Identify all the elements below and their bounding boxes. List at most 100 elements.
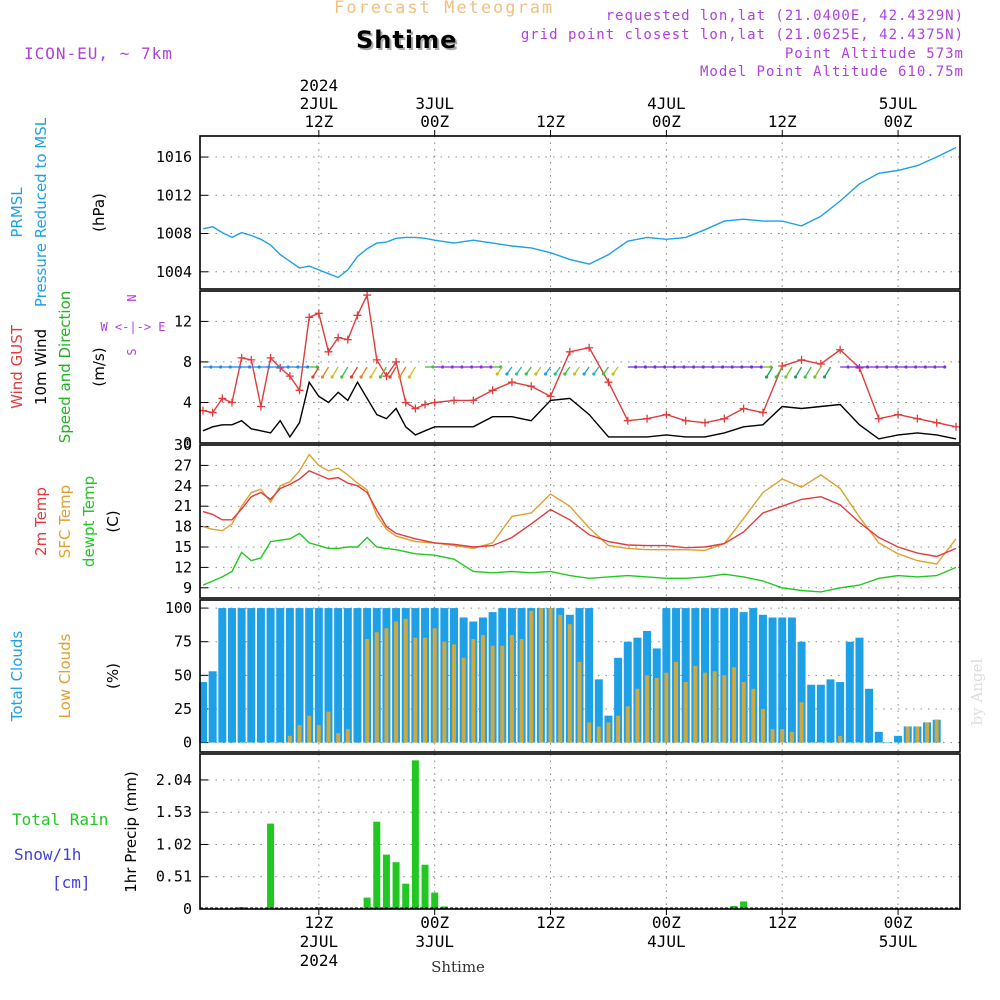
total-cloud-bar (614, 657, 623, 743)
gust-marker (237, 353, 246, 362)
wind-arrow-head (563, 372, 567, 376)
low-cloud-bar (529, 610, 534, 743)
low-cloud-bar (587, 722, 592, 743)
wind-arrow-head (489, 365, 493, 369)
wind-arrow (360, 366, 368, 378)
total-cloud-bar (768, 617, 777, 743)
gust-marker (343, 335, 352, 344)
panel-label-pressure: Pressure Reduced to MSL (32, 117, 50, 307)
wind-arrow-head (388, 375, 392, 379)
total-cloud-bar (816, 684, 825, 743)
total-cloud-bar (855, 637, 864, 743)
gust-marker (285, 372, 294, 381)
total-cloud-bar (295, 608, 304, 743)
wind-arrow-head (601, 372, 606, 376)
ytick-label-wind: 12 (174, 312, 192, 330)
wind-arrow-head (238, 365, 242, 369)
wind-arrow-head (634, 365, 638, 369)
wind-arrow (321, 366, 330, 378)
compass-west-east: W <-|-> E (100, 320, 165, 334)
total-cloud-bar (276, 608, 285, 743)
total-cloud-bar (681, 608, 690, 743)
total-cloud-bar (247, 608, 256, 743)
bottom-time-label: 12Z (768, 913, 797, 932)
wind-arrow-head (933, 365, 937, 369)
panel-label-temp: (C) (104, 510, 122, 532)
low-cloud-bar (799, 702, 804, 743)
low-cloud-bar (616, 715, 621, 743)
gust-marker (411, 404, 420, 413)
low-cloud-bar (316, 725, 321, 743)
footer-location: Shtime (431, 958, 485, 976)
wind-arrow-head (311, 375, 315, 379)
low-cloud-bar (577, 661, 582, 743)
wind-arrow-head (495, 372, 499, 376)
ytick-label-precip: 0.51 (156, 868, 192, 886)
precip-bar (373, 821, 381, 909)
low-cloud-bar (567, 624, 572, 743)
panel-label-temp: 2m Temp (32, 487, 50, 556)
total-cloud-bar (343, 608, 352, 743)
wind-arrow-head (592, 372, 596, 376)
gust-marker (565, 347, 574, 356)
point-altitude: Point Altitude 573m (784, 46, 964, 62)
t2m-line (202, 469, 957, 558)
total-cloud-bar (285, 608, 294, 743)
ytick-label-pressure: 1012 (156, 186, 192, 204)
wind-arrow-head (543, 372, 548, 376)
location-title: Shtime (356, 26, 458, 54)
wind-arrow-head (611, 372, 615, 376)
low-cloud-bar (693, 665, 698, 743)
wind-arrow-head (875, 365, 879, 369)
panel-label-clouds: Low Clouds (56, 633, 74, 718)
wind-arrow-head (914, 365, 918, 369)
gust-marker (874, 414, 883, 423)
precip-bar (402, 883, 410, 909)
bottom-time-label: 12Z (304, 913, 333, 932)
wind-arrow-head (209, 365, 213, 369)
wind-arrow-head (793, 375, 798, 379)
wind-arrow-head (505, 372, 509, 376)
wind-arrow (766, 366, 774, 378)
wind-arrow-head (865, 365, 870, 369)
low-cloud-bar (645, 675, 650, 743)
panel-label-clouds: Total Clouds (8, 631, 26, 723)
low-cloud-bar (731, 667, 736, 743)
ytick-label-pressure: 1008 (156, 225, 192, 243)
wind-arrow-head (460, 365, 464, 369)
low-cloud-bar (722, 675, 727, 743)
precip-bar (392, 862, 400, 909)
wind-arrow-head (441, 365, 445, 369)
snow-label: Snow/1h (14, 845, 81, 864)
precip-ylabel: 1hr Precip (mm) (122, 771, 140, 892)
wind-arrow-head (369, 375, 373, 379)
ytick-label-wind: 4 (183, 393, 192, 411)
low-cloud-bar (374, 632, 379, 743)
wind-arrow (312, 366, 320, 378)
low-cloud-bar (413, 637, 418, 743)
wind-arrow-head (894, 365, 899, 369)
total-cloud-bar (739, 612, 748, 743)
wind-arrow-head (663, 365, 667, 369)
ytick-label-clouds: 0 (183, 734, 192, 752)
sfc-temp-line (202, 453, 957, 565)
gust-marker (913, 414, 922, 423)
watermark: by Angel (968, 658, 986, 725)
low-cloud-bar (741, 682, 746, 743)
panel-label-clouds: (%) (104, 663, 122, 689)
panel-frame-precip (199, 753, 961, 910)
gust-marker (324, 347, 333, 356)
total-cloud-bar (778, 617, 787, 743)
total-cloud-bar (623, 641, 632, 743)
compass-north: N (125, 294, 139, 301)
total-cloud-bar (836, 682, 845, 743)
wind-arrow-head (701, 365, 705, 369)
wind-arrow-head (431, 365, 435, 369)
low-cloud-bar (760, 708, 765, 743)
precip-bar (315, 907, 323, 909)
bottom-time-label: 00Z (420, 913, 449, 932)
wind-arrow (814, 366, 822, 378)
wind-arrow-head (711, 365, 715, 369)
wind-arrow (775, 366, 783, 378)
gust-marker (218, 394, 227, 403)
